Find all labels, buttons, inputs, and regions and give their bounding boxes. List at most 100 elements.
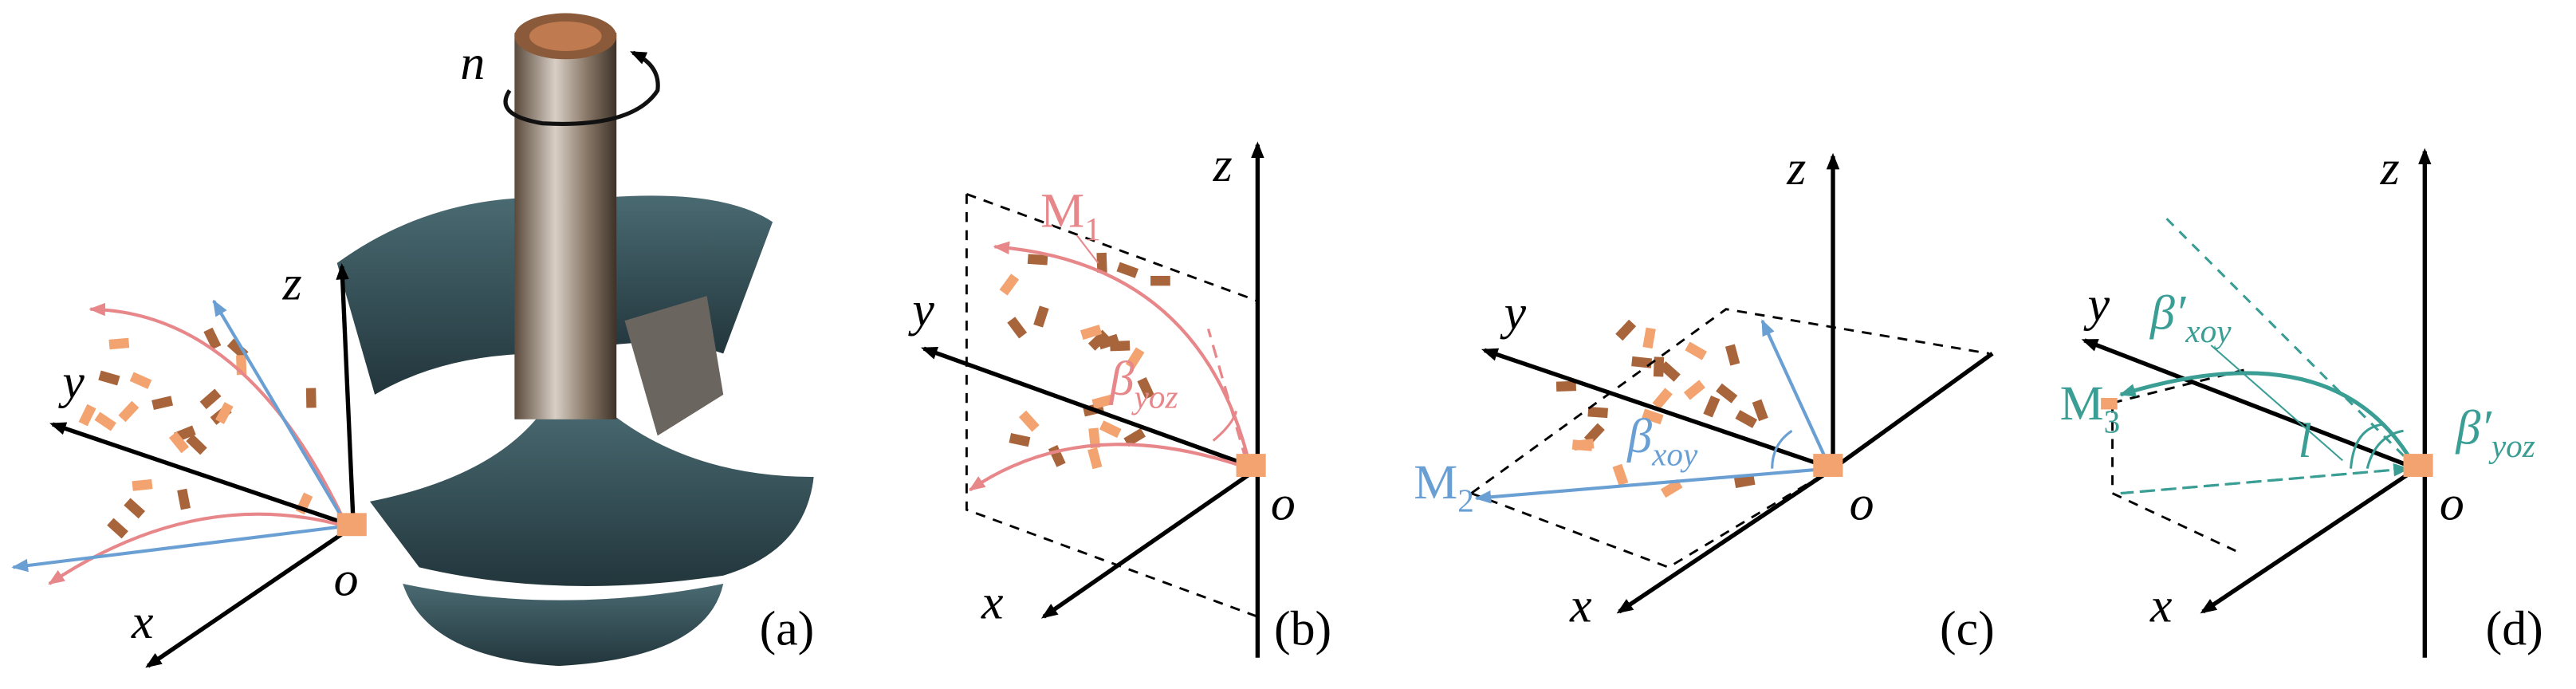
particle <box>1018 410 1040 432</box>
z-axis <box>336 262 356 526</box>
panel-label: (c) <box>1940 601 1995 656</box>
direction <box>1474 467 1829 504</box>
particle <box>98 370 120 386</box>
particles <box>78 252 1768 539</box>
particle <box>1033 305 1049 328</box>
particle <box>151 396 174 411</box>
direction <box>1206 328 1248 461</box>
particle <box>1573 439 1595 451</box>
particle <box>1080 325 1103 341</box>
tool <box>336 13 814 667</box>
trajectory <box>968 443 1250 492</box>
axis-label: y <box>907 282 934 337</box>
trajectory <box>2118 371 2416 465</box>
particle <box>1653 356 1665 377</box>
particle <box>1752 399 1768 422</box>
particle <box>1725 344 1740 366</box>
particle <box>1007 317 1028 339</box>
point-label: M2 <box>1414 455 1474 518</box>
point-label: M3 <box>2060 376 2121 439</box>
particle <box>199 388 222 410</box>
direction <box>1760 319 1830 465</box>
particle <box>1125 347 1145 369</box>
origin-label: o <box>1850 477 1874 531</box>
x-axis <box>1616 467 1835 614</box>
particle <box>177 488 191 510</box>
particle <box>1150 275 1170 286</box>
direction <box>11 524 346 573</box>
particle <box>1116 262 1139 278</box>
particle <box>1659 360 1681 382</box>
particle <box>999 274 1020 296</box>
particle <box>1703 395 1721 418</box>
axis-label: z <box>2380 141 2400 195</box>
y-axis <box>920 346 1259 471</box>
particle <box>118 400 140 423</box>
x-axis <box>2200 467 2418 614</box>
particle <box>94 411 116 431</box>
origin-label: o <box>2440 477 2464 531</box>
panel-label: (d) <box>2486 601 2543 656</box>
rotation-label: n <box>460 36 485 90</box>
trajectory <box>48 512 346 585</box>
axis-label: y <box>1500 285 1527 340</box>
angle-arc <box>2349 423 2404 470</box>
particle <box>186 434 207 455</box>
direction <box>212 299 347 524</box>
particle <box>132 478 153 491</box>
origin-label: o <box>334 552 359 606</box>
angle-label: βxoy <box>1626 409 1698 472</box>
x-axis <box>145 524 355 668</box>
particle <box>1583 423 1605 445</box>
particle-origin <box>1813 454 1843 477</box>
angle-arc <box>1212 411 1238 442</box>
axis-label: y <box>57 355 85 409</box>
axis-label: x <box>131 595 153 649</box>
particle <box>1096 252 1107 274</box>
particle <box>226 338 249 360</box>
projection-box <box>2111 368 2244 553</box>
axis-label: z <box>282 256 302 310</box>
plane-edge <box>1831 352 1994 470</box>
particle <box>1683 380 1705 400</box>
particle-origin <box>1236 454 1266 477</box>
particle <box>1652 388 1673 410</box>
angle-label: β′xoy <box>2149 285 2232 348</box>
particle <box>1097 333 1120 350</box>
particle <box>1099 420 1122 439</box>
particle <box>1087 447 1103 470</box>
particle <box>1009 433 1031 447</box>
particle <box>1685 341 1707 360</box>
particle <box>1642 327 1656 349</box>
axis-label: y <box>2083 278 2110 332</box>
particle-origin <box>336 513 367 537</box>
y-axis <box>49 422 355 529</box>
panel-label: (b) <box>1274 601 1331 656</box>
particle <box>1612 463 1629 486</box>
trajectory <box>88 302 347 524</box>
angle-label: βyoz <box>1109 352 1178 415</box>
axis-label: x <box>981 575 1003 629</box>
particle <box>1734 474 1756 488</box>
leader <box>1076 234 1099 264</box>
particle <box>1642 408 1664 425</box>
particle <box>2101 398 2118 410</box>
angle-arc <box>1771 429 1793 469</box>
particle-origin <box>2403 454 2433 477</box>
particle <box>1555 380 1577 392</box>
panel-label: (a) <box>760 601 815 656</box>
particle <box>1137 377 1155 400</box>
particle <box>1027 254 1048 266</box>
angle-label: β′yoz <box>2455 401 2535 464</box>
distance-label: l <box>2299 414 2312 468</box>
x-axis <box>1040 467 1259 619</box>
distance-line <box>2120 463 2410 495</box>
particle <box>1587 407 1608 419</box>
particle <box>124 498 145 519</box>
particle <box>215 402 234 424</box>
axis-label: z <box>1786 141 1806 195</box>
particle <box>107 518 128 539</box>
axis-label: x <box>1569 578 1591 632</box>
particle <box>203 327 222 350</box>
